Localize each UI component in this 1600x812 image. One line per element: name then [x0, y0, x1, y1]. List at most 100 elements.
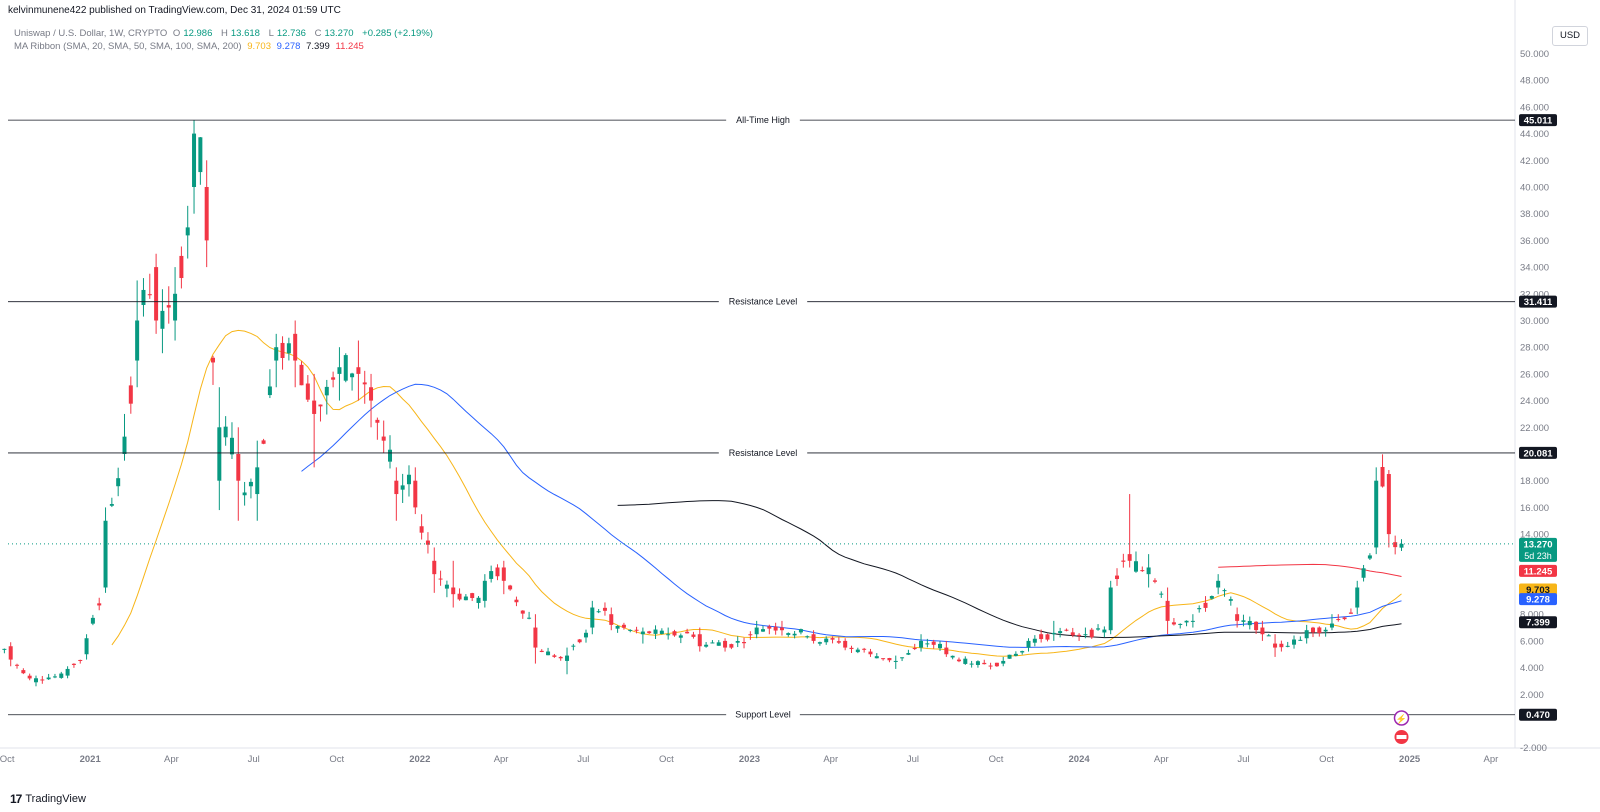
- ma100-value: 7.399: [306, 41, 330, 52]
- axis-price-tag-countdown: 5d 23h: [1524, 551, 1552, 561]
- x-tick-label: Oct: [0, 754, 15, 765]
- candle-body: [495, 567, 500, 577]
- candle-body: [1348, 612, 1353, 614]
- candle-body: [1386, 474, 1391, 535]
- candle-body: [21, 670, 26, 674]
- axis-price-tag-text: 7.399: [1526, 618, 1550, 629]
- candle-body: [1241, 620, 1246, 622]
- x-tick-label: Jul: [577, 754, 589, 765]
- candle-body: [1228, 599, 1233, 601]
- candle-body: [912, 647, 917, 650]
- x-tick-label: Oct: [329, 754, 344, 765]
- candle-body: [1190, 620, 1195, 622]
- candle-body: [457, 593, 462, 600]
- candle-body: [754, 627, 759, 635]
- level-label-bg: [718, 446, 808, 458]
- candle-body: [539, 650, 544, 653]
- candle-body: [773, 626, 778, 631]
- y-tick-label: 28.000: [1520, 343, 1549, 354]
- candle-body: [931, 641, 936, 645]
- candle-body: [527, 617, 532, 619]
- candle-body: [716, 642, 721, 646]
- candle-body: [274, 347, 279, 361]
- candle-body: [15, 664, 20, 666]
- x-tick-label: 2025: [1399, 754, 1421, 765]
- candle-body: [331, 377, 336, 380]
- candle-body: [704, 644, 709, 647]
- currency-button[interactable]: USD: [1552, 26, 1588, 46]
- symbol-name[interactable]: Uniswap / U.S. Dollar, 1W, CRYPTO: [14, 28, 168, 39]
- candle-body: [881, 658, 886, 660]
- candle-body: [1096, 628, 1101, 630]
- x-tick-label: Jul: [1237, 754, 1249, 765]
- candle-body: [1399, 543, 1404, 548]
- tradingview-brand: TradingView: [25, 793, 86, 805]
- ma50-line: [301, 383, 1402, 648]
- candle-body: [242, 492, 247, 496]
- candle-body: [621, 624, 626, 628]
- candle-body: [583, 632, 588, 638]
- low-value: L 12.736: [268, 28, 306, 39]
- candle-body: [400, 485, 405, 490]
- candle-body: [211, 357, 216, 363]
- candle-body: [944, 647, 949, 655]
- x-tick-label: 2023: [739, 754, 760, 765]
- candle-body: [678, 635, 683, 638]
- y-tick-label: 8.000: [1520, 610, 1544, 621]
- candle-body: [552, 655, 557, 657]
- candle-body: [1013, 653, 1018, 656]
- candle-body: [1203, 602, 1208, 608]
- candle-body: [1127, 554, 1132, 561]
- y-tick-label: 2.000: [1520, 690, 1544, 701]
- candle-body: [1260, 627, 1265, 635]
- candle-body: [103, 520, 108, 588]
- candle-body: [413, 480, 418, 508]
- y-tick-label: 42.000: [1520, 156, 1549, 167]
- candle-body: [97, 603, 102, 606]
- y-tick-label: 6.000: [1520, 636, 1544, 647]
- candle-body: [406, 474, 411, 485]
- ma200-value: 11.245: [335, 41, 364, 52]
- candle-body: [508, 585, 513, 590]
- candle-body: [261, 440, 266, 444]
- candle-body: [571, 645, 576, 647]
- candle-body: [767, 626, 772, 629]
- candle-body: [1045, 634, 1050, 640]
- tradingview-mark-icon: 17: [10, 792, 22, 806]
- candle-body: [836, 641, 841, 643]
- ma-ribbon-label[interactable]: MA Ribbon (SMA, 20, SMA, 50, SMA, 100, S…: [14, 41, 242, 52]
- x-tick-label: Jul: [248, 754, 260, 765]
- candle-body: [1140, 570, 1145, 572]
- candle-body: [1184, 620, 1189, 623]
- event-lightning-icon: [1393, 710, 1410, 726]
- candle-body: [602, 607, 607, 611]
- candle-body: [697, 634, 702, 647]
- candle-body: [817, 642, 822, 644]
- candle-body: [830, 638, 835, 640]
- candle-body: [78, 659, 83, 661]
- candle-body: [520, 610, 525, 614]
- candle-body: [1083, 634, 1088, 636]
- candle-body: [350, 373, 355, 378]
- candle-body: [1146, 567, 1151, 575]
- candle-body: [1216, 580, 1221, 588]
- candle-body: [425, 540, 430, 545]
- candle-body: [811, 634, 816, 641]
- candle-body: [204, 187, 209, 241]
- candle-body: [1026, 640, 1031, 648]
- x-tick-label: Oct: [989, 754, 1004, 765]
- candle-body: [735, 641, 740, 643]
- ma100-line: [617, 500, 1402, 639]
- candle-body: [451, 587, 456, 595]
- level-price-tag-text: 0.470: [1526, 710, 1550, 721]
- candle-body: [779, 627, 784, 631]
- candle-body: [685, 631, 690, 634]
- candle-body: [760, 629, 765, 632]
- tradingview-logo: 17 TradingView: [10, 792, 86, 806]
- candle-body: [1039, 634, 1044, 640]
- level-label: Resistance Level: [729, 448, 798, 458]
- candle-body: [969, 663, 974, 665]
- y-tick-label: 24.000: [1520, 396, 1549, 407]
- candle-body: [798, 629, 803, 633]
